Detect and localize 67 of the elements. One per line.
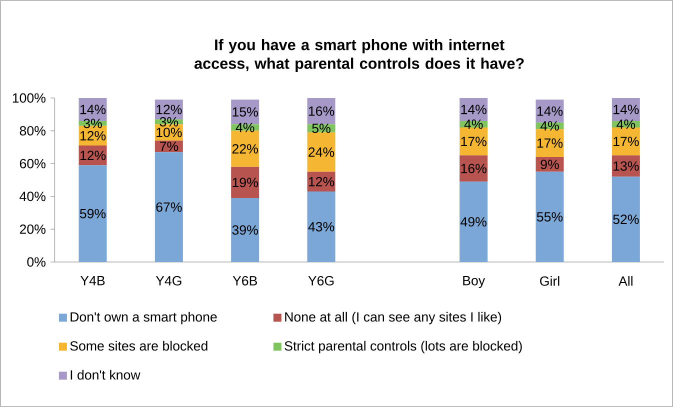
data-label: 4% — [540, 121, 559, 131]
bar — [231, 198, 260, 262]
data-label: 13% — [614, 161, 639, 171]
bar — [460, 182, 488, 262]
data-label: 15% — [232, 107, 258, 117]
legend-label: None at all (I can see any sites I like) — [285, 312, 502, 324]
bar — [612, 176, 640, 262]
data-label: 17% — [614, 136, 639, 146]
data-label: 12% — [156, 104, 182, 114]
data-label: 10% — [156, 128, 182, 138]
x-tick-label: All — [618, 276, 632, 286]
data-label: 5% — [312, 124, 330, 134]
data-label: 14% — [537, 106, 563, 116]
x-tick-label: Girl — [540, 276, 560, 286]
y-tick-label: 60% — [20, 158, 46, 168]
data-label: 39% — [232, 225, 258, 235]
data-label: 3% — [160, 117, 178, 126]
y-tick-label: 80% — [20, 126, 46, 136]
data-label: 14% — [614, 104, 639, 114]
data-label: 49% — [460, 217, 486, 227]
data-label: 19% — [232, 178, 258, 188]
y-tick-label: 40% — [20, 192, 46, 202]
bar — [78, 165, 107, 262]
y-tick-label: 20% — [20, 224, 46, 234]
data-label: 3% — [84, 118, 102, 128]
data-label: 7% — [160, 142, 178, 152]
legend-label: Don't own a smart phone — [70, 312, 217, 324]
x-tick-label: Y4B — [80, 276, 105, 286]
data-label: 17% — [537, 138, 563, 148]
data-label: 16% — [461, 164, 486, 174]
bar — [231, 130, 260, 167]
legend-label: I don't know — [70, 370, 140, 380]
bar — [307, 132, 336, 172]
x-tick-label: Y6G — [308, 276, 334, 286]
bar — [612, 128, 640, 156]
x-tick-label: Y6B — [232, 276, 257, 286]
y-tick-label: 100% — [12, 93, 46, 103]
data-label: 24% — [308, 147, 334, 157]
bar — [536, 129, 564, 158]
bar — [231, 166, 260, 198]
data-label: 67% — [156, 202, 182, 212]
legend-label: Some sites are blocked — [70, 340, 208, 351]
x-tick-label: Y4G — [156, 276, 182, 286]
data-label: 9% — [540, 160, 559, 170]
data-label: 22% — [232, 144, 258, 154]
data-label: 12% — [80, 131, 106, 140]
bar — [536, 172, 564, 262]
data-label: 52% — [613, 214, 639, 224]
bar — [460, 128, 488, 156]
data-label: 14% — [80, 104, 106, 114]
y-tick-label: 0% — [27, 257, 46, 267]
data-label: 12% — [80, 150, 106, 160]
data-label: 14% — [461, 104, 486, 114]
data-label: 17% — [461, 136, 486, 146]
bar — [154, 152, 183, 262]
x-tick-label: Boy — [463, 276, 486, 288]
legend-label: Strict parental controls (lots are blocked) — [284, 340, 522, 354]
data-label: 12% — [308, 176, 334, 186]
data-label: 4% — [616, 120, 636, 129]
data-label: 16% — [308, 106, 334, 116]
data-label: 55% — [536, 212, 563, 222]
data-label: 43% — [308, 222, 334, 232]
bar — [307, 191, 336, 262]
data-label: 4% — [236, 122, 254, 132]
chart-title: If you have a smart phone with internet access, what parental controls does it have? — [194, 39, 524, 72]
data-label: 4% — [464, 120, 483, 129]
data-label: 59% — [80, 208, 106, 218]
